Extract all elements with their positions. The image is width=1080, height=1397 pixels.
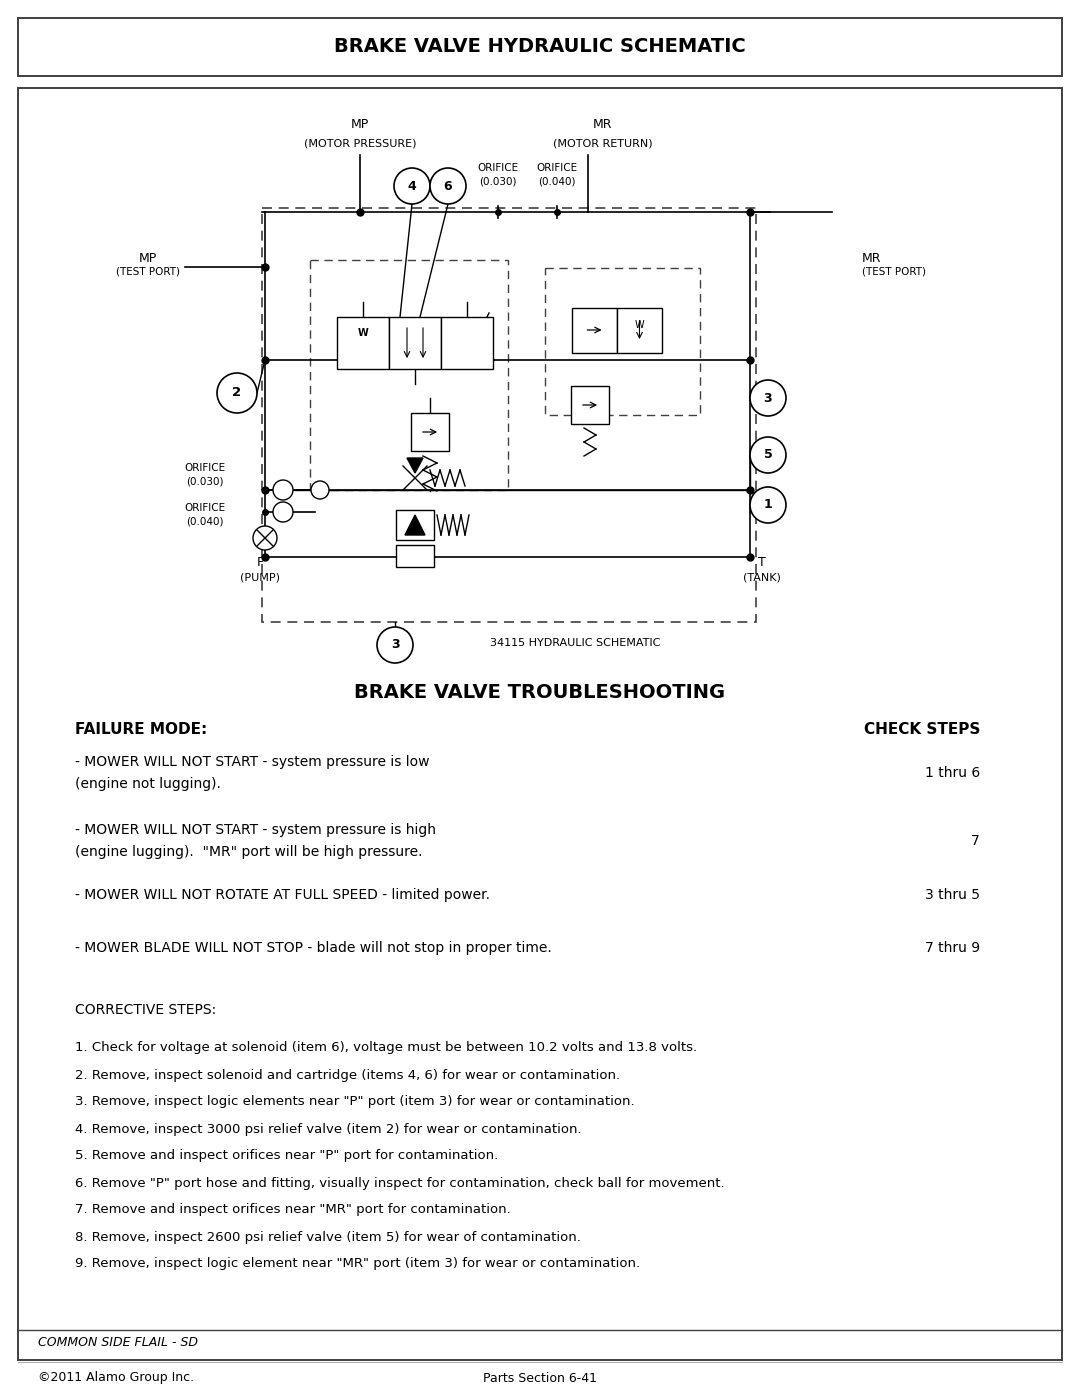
Text: ORIFICE: ORIFICE [477,163,518,173]
Text: (TEST PORT): (TEST PORT) [116,267,180,277]
Text: 9. Remove, inspect logic element near "MR" port (item 3) for wear or contaminati: 9. Remove, inspect logic element near "M… [75,1257,640,1270]
Polygon shape [407,458,423,474]
Text: - MOWER BLADE WILL NOT STOP - blade will not stop in proper time.: - MOWER BLADE WILL NOT STOP - blade will… [75,942,552,956]
Text: ORIFICE: ORIFICE [185,503,226,513]
Bar [396,510,434,541]
Text: (engine lugging).  "MR" port will be high pressure.: (engine lugging). "MR" port will be high… [75,845,422,859]
Text: 4: 4 [407,179,417,193]
Bar [337,317,389,369]
Bar [411,414,449,451]
Bar [545,268,700,415]
Bar [571,386,609,425]
Circle shape [273,481,293,500]
Bar [310,260,508,490]
Text: COMMON SIDE FLAIL - SD: COMMON SIDE FLAIL - SD [38,1336,198,1348]
Text: 5: 5 [764,448,772,461]
Circle shape [394,168,430,204]
Text: 7: 7 [971,834,980,848]
Text: (0.040): (0.040) [538,176,576,186]
Text: ORIFICE: ORIFICE [537,163,578,173]
Text: 5. Remove and inspect orifices near "P" port for contamination.: 5. Remove and inspect orifices near "P" … [75,1150,498,1162]
Text: 6. Remove "P" port hose and fitting, visually inspect for contamination, check b: 6. Remove "P" port hose and fitting, vis… [75,1176,725,1189]
Text: CHECK STEPS: CHECK STEPS [864,722,980,738]
Text: MP: MP [139,251,157,264]
Text: 3: 3 [764,391,772,405]
Text: MR: MR [862,251,881,264]
Text: 7 thru 9: 7 thru 9 [924,942,980,956]
Text: P: P [256,556,264,569]
Text: (PUMP): (PUMP) [240,571,280,583]
Text: 1. Check for voltage at solenoid (item 6), voltage must be between 10.2 volts an: 1. Check for voltage at solenoid (item 6… [75,1042,697,1055]
Text: - MOWER WILL NOT START - system pressure is high: - MOWER WILL NOT START - system pressure… [75,823,436,837]
Text: 3. Remove, inspect logic elements near "P" port (item 3) for wear or contaminati: 3. Remove, inspect logic elements near "… [75,1095,635,1108]
Text: (TEST PORT): (TEST PORT) [862,267,926,277]
Circle shape [750,437,786,474]
Text: CORRECTIVE STEPS:: CORRECTIVE STEPS: [75,1003,216,1017]
Text: 6: 6 [444,179,453,193]
Text: 3 thru 5: 3 thru 5 [924,888,980,902]
Circle shape [253,527,276,550]
Text: BRAKE VALVE HYDRAULIC SCHEMATIC: BRAKE VALVE HYDRAULIC SCHEMATIC [334,38,746,56]
Text: (MOTOR PRESSURE): (MOTOR PRESSURE) [303,138,416,148]
Circle shape [311,481,329,499]
Text: 1: 1 [764,499,772,511]
Text: 4. Remove, inspect 3000 psi relief valve (item 2) for wear or contamination.: 4. Remove, inspect 3000 psi relief valve… [75,1123,582,1136]
Text: ORIFICE: ORIFICE [185,462,226,474]
Text: - MOWER WILL NOT START - system pressure is low: - MOWER WILL NOT START - system pressure… [75,754,430,768]
Bar [396,545,434,567]
Bar [617,307,662,352]
Text: (0.030): (0.030) [480,176,516,186]
Text: (0.040): (0.040) [186,517,224,527]
Circle shape [273,502,293,522]
Text: 2. Remove, inspect solenoid and cartridge (items 4, 6) for wear or contamination: 2. Remove, inspect solenoid and cartridg… [75,1069,620,1081]
Bar [389,317,441,369]
Text: MR: MR [593,119,612,131]
Polygon shape [405,515,426,535]
Circle shape [750,488,786,522]
Text: T: T [758,556,766,569]
Text: - MOWER WILL NOT ROTATE AT FULL SPEED - limited power.: - MOWER WILL NOT ROTATE AT FULL SPEED - … [75,888,490,902]
Circle shape [217,373,257,414]
Circle shape [750,380,786,416]
Text: (0.030): (0.030) [186,476,224,488]
Text: 2: 2 [232,387,242,400]
Text: Parts Section 6-41: Parts Section 6-41 [483,1372,597,1384]
Text: W: W [357,328,368,338]
Circle shape [377,627,413,664]
Text: 1 thru 6: 1 thru 6 [924,766,980,780]
Bar [18,18,1062,75]
Text: BRAKE VALVE TROUBLESHOOTING: BRAKE VALVE TROUBLESHOOTING [354,683,726,701]
Text: (engine not lugging).: (engine not lugging). [75,777,221,791]
Text: MP: MP [351,119,369,131]
Bar [441,317,492,369]
Text: 34115 HYDRAULIC SCHEMATIC: 34115 HYDRAULIC SCHEMATIC [490,638,660,648]
Text: 3: 3 [391,638,400,651]
Text: 7. Remove and inspect orifices near "MR" port for contamination.: 7. Remove and inspect orifices near "MR"… [75,1203,511,1217]
Text: (TANK): (TANK) [743,571,781,583]
Circle shape [430,168,465,204]
Bar [572,307,617,352]
Text: FAILURE MODE:: FAILURE MODE: [75,722,207,738]
Bar [262,208,756,622]
Text: 8. Remove, inspect 2600 psi relief valve (item 5) for wear of contamination.: 8. Remove, inspect 2600 psi relief valve… [75,1231,581,1243]
Text: ©2011 Alamo Group Inc.: ©2011 Alamo Group Inc. [38,1372,194,1384]
Text: W: W [635,320,645,330]
Text: (MOTOR RETURN): (MOTOR RETURN) [553,138,652,148]
